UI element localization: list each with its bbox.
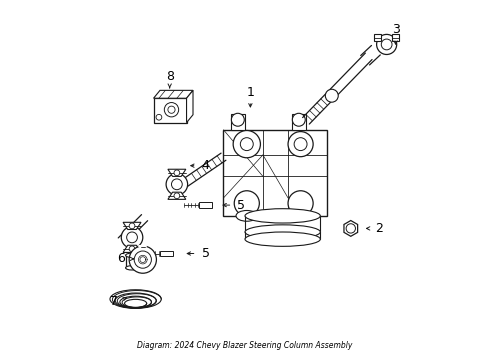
- Text: 5: 5: [238, 199, 245, 212]
- Circle shape: [134, 251, 151, 268]
- Polygon shape: [231, 114, 245, 130]
- Polygon shape: [292, 114, 306, 130]
- Circle shape: [172, 179, 182, 190]
- Circle shape: [234, 191, 259, 216]
- Circle shape: [122, 226, 143, 248]
- Text: 1: 1: [246, 86, 254, 99]
- Circle shape: [346, 224, 355, 233]
- Ellipse shape: [125, 266, 139, 270]
- Polygon shape: [199, 202, 212, 208]
- Polygon shape: [153, 90, 193, 98]
- Circle shape: [288, 132, 313, 157]
- Polygon shape: [374, 35, 381, 41]
- Circle shape: [293, 113, 305, 126]
- Ellipse shape: [245, 232, 320, 246]
- Polygon shape: [160, 251, 172, 256]
- Circle shape: [377, 35, 397, 54]
- Circle shape: [240, 138, 253, 150]
- Ellipse shape: [290, 211, 311, 221]
- Polygon shape: [168, 169, 186, 176]
- Circle shape: [129, 246, 135, 252]
- Polygon shape: [344, 221, 358, 236]
- Circle shape: [233, 131, 260, 158]
- Polygon shape: [123, 222, 141, 229]
- Ellipse shape: [125, 253, 139, 257]
- Circle shape: [174, 193, 180, 199]
- Polygon shape: [223, 130, 327, 216]
- Ellipse shape: [236, 211, 258, 221]
- Text: 2: 2: [375, 222, 383, 235]
- Circle shape: [126, 232, 137, 243]
- Circle shape: [294, 138, 307, 150]
- Circle shape: [325, 89, 338, 102]
- Polygon shape: [168, 192, 186, 199]
- Circle shape: [381, 39, 392, 50]
- Polygon shape: [153, 98, 187, 123]
- Polygon shape: [187, 90, 193, 123]
- Circle shape: [231, 113, 245, 126]
- Ellipse shape: [245, 225, 320, 239]
- Circle shape: [174, 170, 180, 176]
- Circle shape: [168, 106, 175, 113]
- Circle shape: [156, 114, 162, 120]
- Circle shape: [129, 246, 156, 273]
- Text: 8: 8: [166, 69, 173, 82]
- Polygon shape: [123, 245, 141, 252]
- Circle shape: [164, 103, 179, 117]
- Text: 7: 7: [110, 296, 118, 309]
- Text: 3: 3: [392, 23, 399, 36]
- Polygon shape: [392, 35, 399, 41]
- Text: 6: 6: [117, 252, 125, 265]
- Circle shape: [129, 223, 135, 229]
- Text: 4: 4: [201, 159, 210, 172]
- Text: Diagram: 2024 Chevy Blazer Steering Column Assembly: Diagram: 2024 Chevy Blazer Steering Colu…: [137, 341, 353, 350]
- Text: 5: 5: [201, 247, 210, 260]
- Circle shape: [288, 191, 313, 216]
- Circle shape: [166, 174, 188, 195]
- Ellipse shape: [245, 209, 320, 223]
